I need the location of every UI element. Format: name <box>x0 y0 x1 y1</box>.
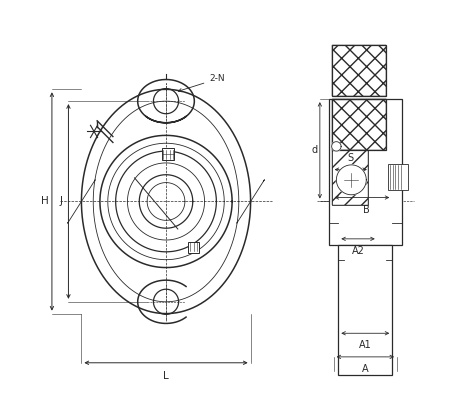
Bar <box>332 99 386 150</box>
Polygon shape <box>336 165 366 195</box>
Bar <box>332 45 386 97</box>
Text: A: A <box>362 364 369 374</box>
Text: L: L <box>163 371 169 381</box>
Text: A1: A1 <box>359 340 372 350</box>
Bar <box>332 150 368 205</box>
Bar <box>388 164 408 190</box>
Text: A2: A2 <box>351 246 365 256</box>
Text: J: J <box>60 196 63 206</box>
Text: H: H <box>41 196 49 206</box>
FancyBboxPatch shape <box>188 242 199 253</box>
Bar <box>332 45 386 97</box>
Bar <box>338 245 392 375</box>
Polygon shape <box>332 142 341 151</box>
Text: S: S <box>348 152 354 162</box>
Bar <box>329 99 402 245</box>
Text: B: B <box>362 205 369 215</box>
FancyBboxPatch shape <box>162 148 174 160</box>
Bar <box>332 150 368 205</box>
Bar <box>332 99 386 150</box>
Text: 2-N: 2-N <box>178 75 225 92</box>
Text: d: d <box>311 145 317 155</box>
